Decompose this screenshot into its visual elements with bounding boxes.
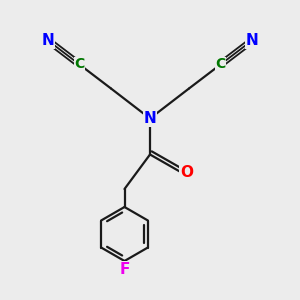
Text: N: N bbox=[42, 33, 54, 48]
Text: F: F bbox=[119, 262, 130, 277]
Text: C: C bbox=[74, 58, 85, 71]
Text: C: C bbox=[215, 58, 226, 71]
Text: N: N bbox=[144, 111, 156, 126]
Text: N: N bbox=[246, 33, 258, 48]
Text: O: O bbox=[180, 165, 194, 180]
